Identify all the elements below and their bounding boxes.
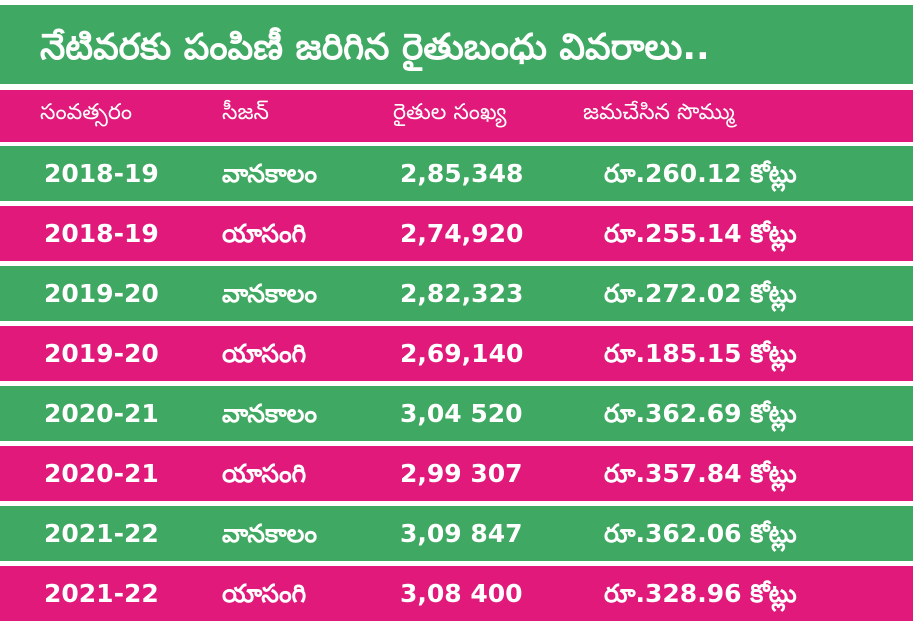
table-row: 2019-20 వానకాలం 2,82,323 రూ.272.02 కోట్ల… (0, 266, 913, 321)
cell-season: వానకాలం (222, 159, 318, 188)
table-row: 2021-22 యాసంగి 3,08 400 రూ.328.96 కోట్లు (0, 566, 913, 621)
cell-farmers: 2,69,140 (400, 339, 524, 368)
cell-season: యాసంగి (222, 459, 307, 488)
cell-amount: రూ.357.84 కోట్లు (604, 459, 797, 488)
cell-year: 2019-20 (44, 339, 159, 368)
cell-year: 2018-19 (44, 159, 159, 188)
cell-season: యాసంగి (222, 579, 307, 608)
table-row: 2019-20 యాసంగి 2,69,140 రూ.185.15 కోట్లు (0, 326, 913, 381)
cell-season: యాసంగి (222, 339, 307, 368)
cell-amount: రూ.362.06 కోట్లు (604, 519, 797, 548)
cell-farmers: 2,74,920 (400, 219, 524, 248)
table-row: 2020-21 వానకాలం 3,04 520 రూ.362.69 కోట్ల… (0, 386, 913, 441)
table-row: 2018-19 వానకాలం 2,85,348 రూ.260.12 కోట్ల… (0, 146, 913, 201)
cell-amount: రూ.362.69 కోట్లు (604, 399, 797, 428)
header-farmers: రైతుల సంఖ్య (393, 100, 507, 125)
cell-year: 2021-22 (44, 519, 159, 548)
cell-amount: రూ.255.14 కోట్లు (604, 219, 797, 248)
header-season: సీజన్ (222, 100, 269, 125)
table-row: 2021-22 వానకాలం 3,09 847 రూ.362.06 కోట్ల… (0, 506, 913, 561)
cell-amount: రూ.272.02 కోట్లు (604, 279, 797, 308)
cell-amount: రూ.185.15 కోట్లు (604, 339, 797, 368)
table-row: 2018-19 యాసంగి 2,74,920 రూ.255.14 కోట్లు (0, 206, 913, 261)
cell-year: 2018-19 (44, 219, 159, 248)
cell-season: వానకాలం (222, 519, 318, 548)
cell-year: 2020-21 (44, 399, 159, 428)
cell-season: వానకాలం (222, 279, 318, 308)
cell-farmers: 2,82,323 (400, 279, 524, 308)
cell-farmers: 2,85,348 (400, 159, 524, 188)
cell-year: 2021-22 (44, 579, 159, 608)
cell-farmers: 2,99 307 (400, 459, 523, 488)
header-year: సంవత్సరం (40, 100, 133, 125)
title-band: నేటివరకు పంపిణీ జరిగిన రైతుబంధు వివరాలు.… (0, 5, 913, 84)
cell-year: 2020-21 (44, 459, 159, 488)
cell-season: యాసంగి (222, 219, 307, 248)
cell-year: 2019-20 (44, 279, 159, 308)
cell-farmers: 3,04 520 (400, 399, 523, 428)
page-title: నేటివరకు పంపిణీ జరిగిన రైతుబంధు వివరాలు.… (40, 27, 710, 68)
cell-amount: రూ.328.96 కోట్లు (604, 579, 797, 608)
cell-season: వానకాలం (222, 399, 318, 428)
table-header: సంవత్సరం సీజన్ రైతుల సంఖ్య జమచేసిన సొమ్మ… (0, 90, 913, 142)
cell-farmers: 3,09 847 (400, 519, 523, 548)
cell-farmers: 3,08 400 (400, 579, 523, 608)
table-row: 2020-21 యాసంగి 2,99 307 రూ.357.84 కోట్లు (0, 446, 913, 501)
cell-amount: రూ.260.12 కోట్లు (604, 159, 797, 188)
header-amount: జమచేసిన సొమ్ము (583, 100, 735, 125)
